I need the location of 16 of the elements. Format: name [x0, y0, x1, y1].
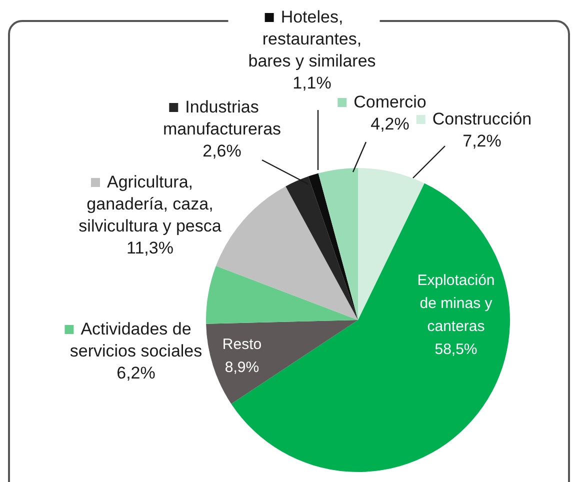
legend-label: Construcción	[432, 110, 532, 129]
legend-label: Actividades de servicios sociales	[70, 320, 202, 361]
data-label: 11,3%	[126, 238, 174, 258]
data-label: 7,2%	[462, 132, 502, 151]
data-label: 2,6%	[202, 142, 242, 161]
data-label: 58,5%	[434, 341, 478, 358]
legend-label: Comercio	[354, 92, 426, 112]
slice-label: Explotación de minas y canteras	[417, 272, 495, 336]
slice-label: Resto	[222, 336, 262, 354]
data-label: 8,9%	[224, 359, 260, 376]
data-label: 1,1%	[292, 74, 332, 93]
data-label: 6,2%	[116, 364, 156, 383]
legend-label: Hoteles, restaurantes, bares y similares	[248, 8, 376, 71]
legend-label: Industrias manufactureras	[162, 98, 282, 139]
legend-label: Agricultura, ganadería, caza, silvicultura y pesca	[78, 172, 222, 236]
data-label: 4,2%	[370, 114, 410, 134]
